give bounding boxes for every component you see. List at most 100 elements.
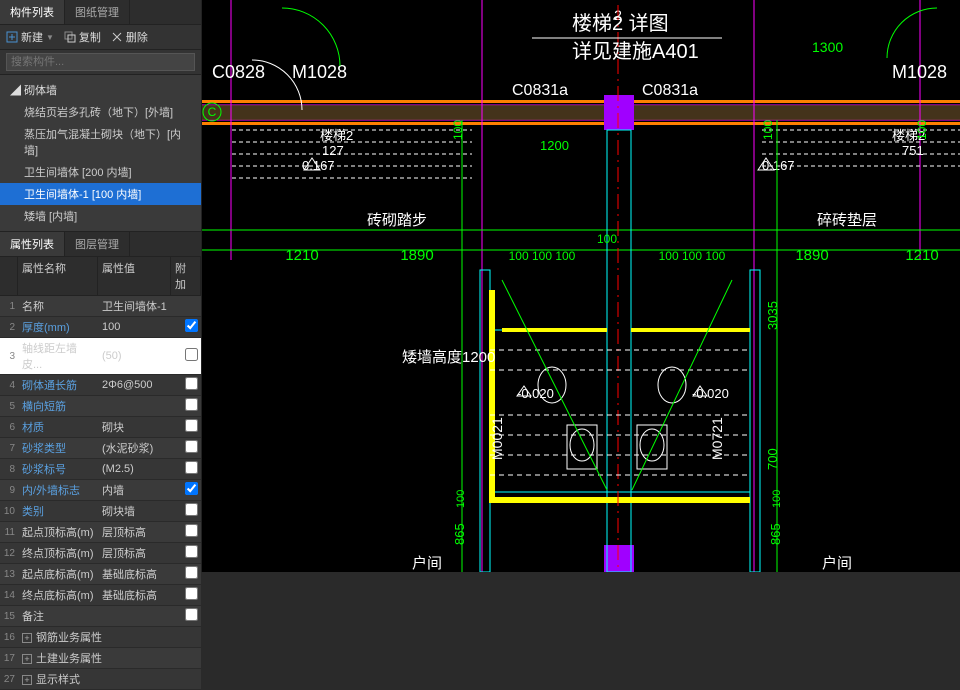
svg-text:127: 127 <box>322 143 344 158</box>
property-checkbox[interactable] <box>181 482 201 498</box>
property-value[interactable]: 2Φ6@500 <box>98 377 181 393</box>
property-name: 内/外墙标志 <box>18 480 98 500</box>
tree-item-selected[interactable]: 卫生间墙体-1 [100 内墙] <box>0 183 201 205</box>
property-checkbox[interactable] <box>181 419 201 435</box>
property-row[interactable]: 12终点顶标高(m)层顶标高 <box>0 543 201 564</box>
property-value[interactable]: 内墙 <box>98 480 181 500</box>
tree-item[interactable]: 烧结页岩多孔砖（地下）[外墙] <box>0 101 201 123</box>
tab-properties[interactable]: 属性列表 <box>0 232 65 256</box>
row-number: 13 <box>0 567 18 582</box>
tree-item[interactable]: 矮墙 [内墙] <box>0 205 201 227</box>
row-number: 15 <box>0 609 18 624</box>
tree-group-wall[interactable]: ◢ 砌体墙 <box>0 79 201 101</box>
property-row[interactable]: 3轴线距左墙皮...(50) <box>0 338 201 375</box>
svg-text:1210: 1210 <box>285 247 318 264</box>
property-value[interactable]: 层顶标高 <box>98 522 181 542</box>
property-checkbox[interactable] <box>181 566 201 582</box>
copy-button[interactable]: 复制 <box>64 29 101 45</box>
property-checkbox[interactable] <box>181 524 201 540</box>
search-input[interactable] <box>6 53 195 71</box>
new-icon <box>6 31 18 43</box>
cad-canvas[interactable]: C 2 楼梯2 详图 详见建施A401 C0828 M1028 C0831a C… <box>202 0 960 572</box>
tree-item[interactable]: 蒸压加气混凝土砌块（地下）[内墙] <box>0 123 201 161</box>
expand-icon[interactable]: + <box>22 675 32 685</box>
property-row[interactable]: 5横向短筋 <box>0 396 201 417</box>
property-checkbox[interactable] <box>181 587 201 603</box>
row-number: 12 <box>0 546 18 561</box>
property-name: 备注 <box>18 606 98 626</box>
row-number: 17 <box>0 651 18 666</box>
header-add: 附加 <box>171 257 201 295</box>
property-checkbox[interactable] <box>181 398 201 414</box>
svg-text:0.167: 0.167 <box>762 158 795 173</box>
property-value[interactable] <box>98 614 181 618</box>
property-group-row[interactable]: 16+钢筋业务属性 <box>0 627 201 648</box>
property-value[interactable]: 卫生间墙体-1 <box>98 296 181 316</box>
property-checkbox[interactable] <box>181 319 201 335</box>
property-value[interactable]: (M2.5) <box>98 461 181 477</box>
tab-drawing[interactable]: 图纸管理 <box>65 0 130 24</box>
header-value: 属性值 <box>98 257 171 295</box>
svg-text:C0828: C0828 <box>212 62 265 82</box>
property-checkbox[interactable] <box>181 348 201 364</box>
tab-layers[interactable]: 图层管理 <box>65 232 130 256</box>
property-value[interactable]: 基础底标高 <box>98 564 181 584</box>
property-checkbox[interactable] <box>181 377 201 393</box>
tree-item[interactable]: 卫生间墙体 [200 内墙] <box>0 161 201 183</box>
property-value[interactable]: 砌块墙 <box>98 501 181 521</box>
expand-icon[interactable]: + <box>22 654 32 664</box>
property-value[interactable]: 100 <box>98 319 181 335</box>
svg-text:100 100 100: 100 100 100 <box>509 249 576 263</box>
row-number: 6 <box>0 420 18 435</box>
property-row[interactable]: 1名称卫生间墙体-1 <box>0 296 201 317</box>
property-row[interactable]: 15备注 <box>0 606 201 627</box>
svg-text:户间: 户间 <box>822 555 852 572</box>
delete-icon <box>111 31 123 43</box>
property-value[interactable]: 基础底标高 <box>98 585 181 605</box>
property-row[interactable]: 10类别砌块墙 <box>0 501 201 522</box>
property-row[interactable]: 6材质砌块 <box>0 417 201 438</box>
delete-button[interactable]: 删除 <box>111 29 148 45</box>
property-table: 属性名称 属性值 附加 1名称卫生间墙体-12厚度(mm)1003轴线距左墙皮.… <box>0 257 201 690</box>
new-button[interactable]: 新建 ▼ <box>6 29 54 45</box>
property-group-row[interactable]: 27+显示样式 <box>0 669 201 690</box>
svg-text:C: C <box>208 105 217 119</box>
property-row[interactable]: 14终点底标高(m)基础底标高 <box>0 585 201 606</box>
copy-label: 复制 <box>79 29 101 45</box>
property-row[interactable]: 2厚度(mm)100 <box>0 317 201 338</box>
property-row[interactable]: 8砂浆标号(M2.5) <box>0 459 201 480</box>
svg-text:C0831a: C0831a <box>642 82 698 99</box>
expand-icon[interactable]: + <box>22 633 32 643</box>
property-value[interactable]: (50) <box>98 348 181 364</box>
property-checkbox[interactable] <box>181 545 201 561</box>
property-name: 砂浆类型 <box>18 438 98 458</box>
left-panel: 构件列表 图纸管理 新建 ▼ 复制 删除 ◢ 砌体墙 烧结页岩多孔砖（地下）[外… <box>0 0 202 572</box>
property-group-row[interactable]: 17+土建业务属性 <box>0 648 201 669</box>
property-value[interactable]: (水泥砂浆) <box>98 438 181 458</box>
property-value[interactable]: 层顶标高 <box>98 543 181 563</box>
property-panel: 属性列表 图层管理 属性名称 属性值 附加 1名称卫生间墙体-12厚度(mm)1… <box>0 231 201 690</box>
property-checkbox[interactable] <box>181 440 201 456</box>
svg-text:3035: 3035 <box>765 301 780 330</box>
property-value[interactable] <box>98 404 181 408</box>
property-row[interactable]: 9内/外墙标志内墙 <box>0 480 201 501</box>
property-row[interactable]: 7砂浆类型(水泥砂浆) <box>0 438 201 459</box>
property-row[interactable]: 13起点底标高(m)基础底标高 <box>0 564 201 585</box>
new-label: 新建 <box>21 29 43 45</box>
property-name: 名称 <box>18 296 98 316</box>
svg-text:矮墙高度1200: 矮墙高度1200 <box>402 349 495 366</box>
property-checkbox[interactable] <box>181 461 201 477</box>
group-label: +土建业务属性 <box>18 648 201 668</box>
group-label: +钢筋业务属性 <box>18 627 201 647</box>
property-checkbox[interactable] <box>181 608 201 624</box>
row-number: 4 <box>0 378 18 393</box>
property-value[interactable]: 砌块 <box>98 417 181 437</box>
svg-text:详见建施A401: 详见建施A401 <box>572 40 699 63</box>
tab-components[interactable]: 构件列表 <box>0 0 65 24</box>
property-checkbox[interactable] <box>181 503 201 519</box>
group-label: +显示样式 <box>18 669 201 689</box>
property-row[interactable]: 11起点顶标高(m)层顶标高 <box>0 522 201 543</box>
svg-text:1890: 1890 <box>795 247 828 264</box>
property-row[interactable]: 4砌体通长筋2Φ6@500 <box>0 375 201 396</box>
svg-text:100: 100 <box>597 232 617 246</box>
